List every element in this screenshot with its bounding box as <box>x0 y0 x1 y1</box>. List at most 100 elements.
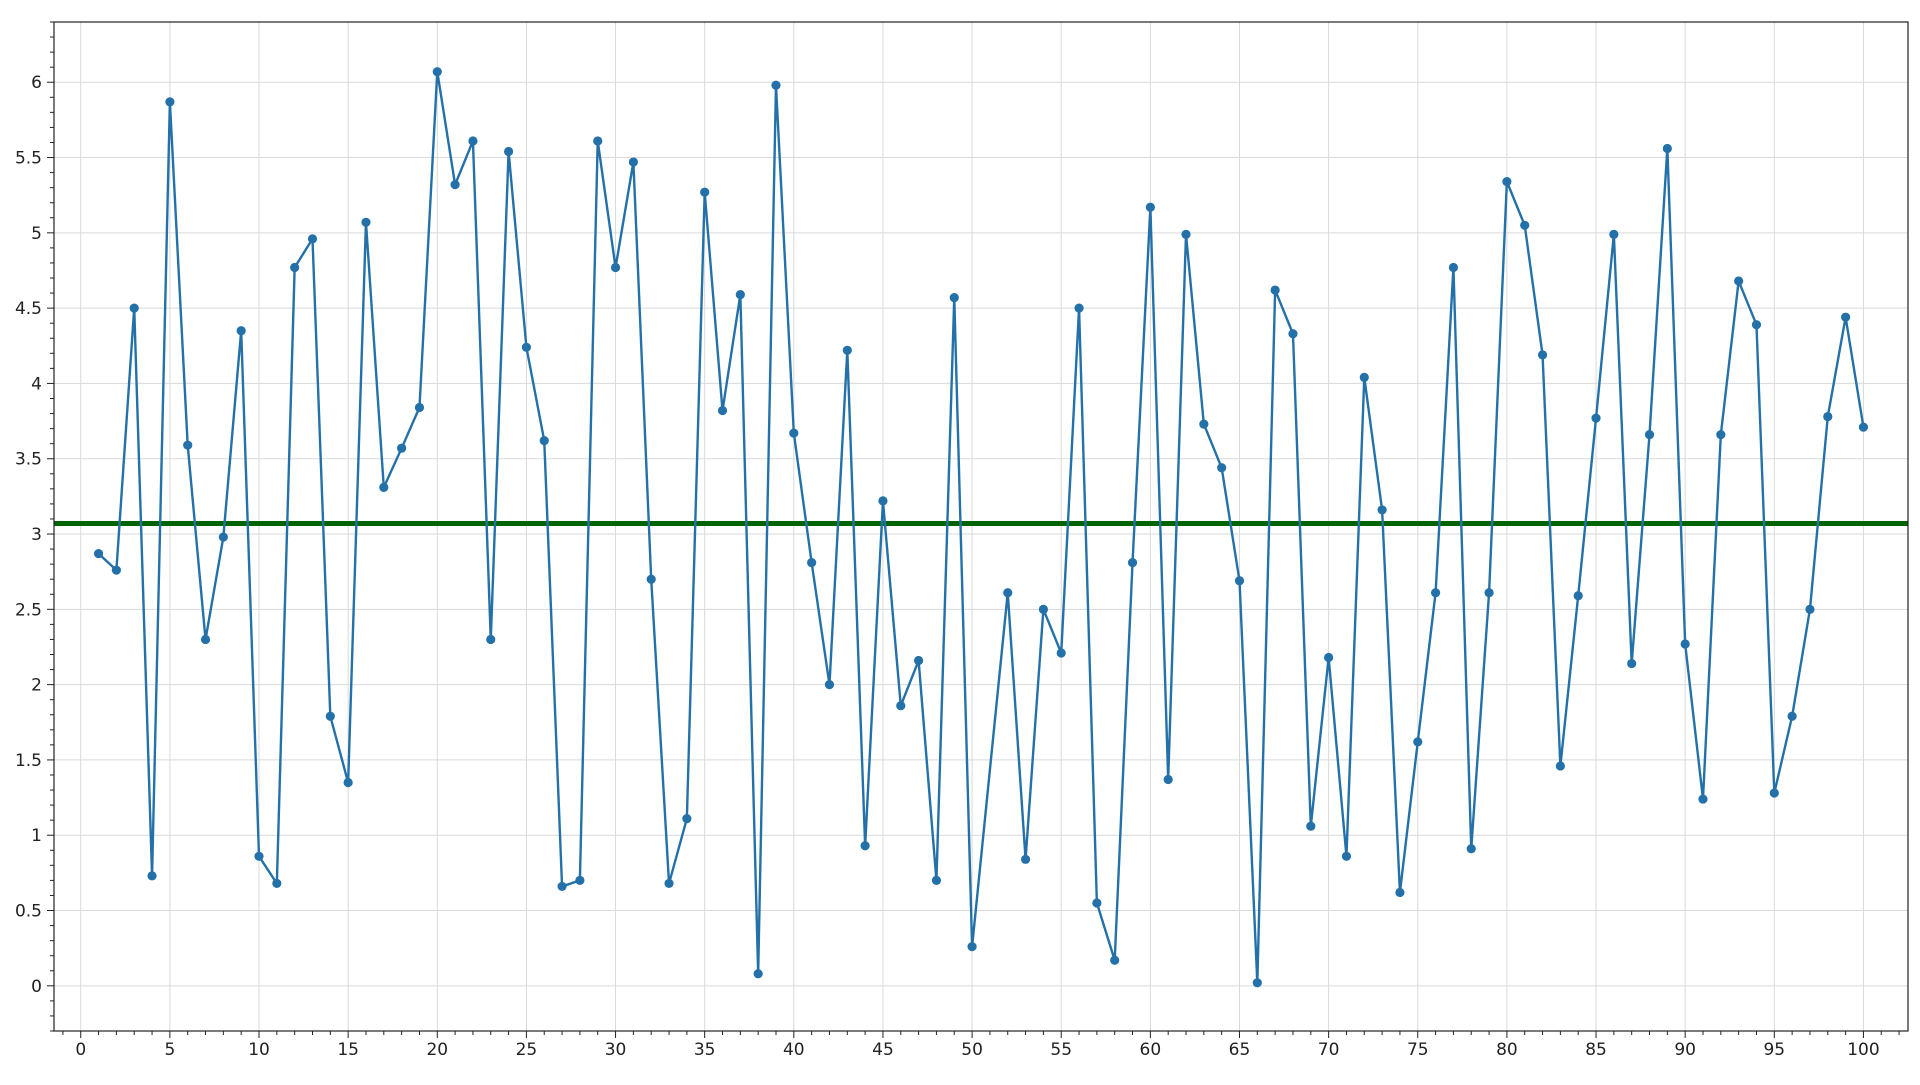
data-point <box>343 777 353 788</box>
data-point <box>1698 794 1708 804</box>
data-point <box>1627 658 1637 669</box>
data-point <box>1644 430 1655 440</box>
data-point <box>593 136 603 146</box>
data-point <box>1217 463 1227 473</box>
x-tick-label: 20 <box>426 1040 448 1060</box>
data-point <box>1662 143 1672 154</box>
axes: 0 5 10 15 20 25 30 35 40 45 50 55 60 65 70 75 80 85 90 95 10… <box>15 21 1900 1060</box>
data-point <box>1341 851 1352 861</box>
data-point <box>218 532 228 542</box>
data-point <box>1056 648 1066 658</box>
data-point <box>307 234 318 244</box>
y-tick-label: 4.5 <box>15 299 42 319</box>
x-tick-label: 10 <box>248 1040 270 1060</box>
data-point <box>1127 558 1138 568</box>
data-point <box>1413 737 1423 747</box>
y-tick-label: 3.5 <box>15 450 42 470</box>
data-point <box>1145 202 1155 212</box>
data-point <box>521 342 532 352</box>
x-tick-label: 30 <box>605 1040 627 1060</box>
data-point <box>1609 229 1619 239</box>
series-line <box>97 70 1865 985</box>
data-point <box>664 878 674 889</box>
data-point <box>1377 505 1387 515</box>
data-point <box>432 67 442 77</box>
data-point <box>1769 788 1779 798</box>
data-point <box>1591 413 1601 423</box>
data-point <box>860 841 870 851</box>
x-tick-label: 90 <box>1674 1040 1696 1060</box>
data-point <box>1395 887 1405 898</box>
data-point <box>1502 177 1512 187</box>
data-point <box>575 875 585 886</box>
data-point <box>1234 576 1245 586</box>
data-point <box>628 157 638 167</box>
data-point <box>1573 591 1583 601</box>
y-tick-label: 1.5 <box>15 751 42 771</box>
data-point <box>129 303 139 313</box>
data-point <box>824 680 835 690</box>
y-tick-label: 5.5 <box>15 149 42 169</box>
x-tick-label: 60 <box>1140 1040 1162 1060</box>
data-point <box>272 878 282 889</box>
y-tick-label: 6 <box>31 73 42 93</box>
data-point <box>325 711 335 721</box>
x-tick-label: 100 <box>1847 1040 1879 1060</box>
data-point <box>717 405 728 416</box>
data-point <box>914 655 924 666</box>
data-point <box>486 634 496 645</box>
series-layer <box>93 67 1869 988</box>
data-point <box>896 701 906 711</box>
data-point <box>1306 821 1316 831</box>
data-point <box>1466 844 1476 854</box>
data-point <box>646 574 656 584</box>
data-point <box>236 326 246 336</box>
y-tick-label: 4 <box>31 374 42 394</box>
x-tick-label: 70 <box>1318 1040 1340 1060</box>
plot-frame <box>53 21 1909 1032</box>
data-point <box>1841 312 1851 322</box>
data-point <box>503 146 514 157</box>
y-tick-label: 1 <box>31 826 42 846</box>
data-point <box>967 942 977 952</box>
y-tick-label: 5 <box>31 224 42 244</box>
data-point <box>1734 276 1744 286</box>
data-point <box>878 496 888 506</box>
data-point <box>147 871 157 881</box>
data-point <box>789 428 799 438</box>
x-tick-label: 45 <box>872 1040 894 1060</box>
data-point <box>949 292 959 303</box>
data-point <box>931 875 942 886</box>
data-point <box>1430 588 1441 598</box>
data-point <box>1537 350 1548 360</box>
data-point <box>1199 419 1209 429</box>
data-point <box>468 136 478 146</box>
data-point <box>1555 761 1565 771</box>
data-point <box>361 217 371 227</box>
data-point <box>1074 303 1084 313</box>
data-point <box>753 969 763 979</box>
x-tick-label: 95 <box>1763 1040 1785 1060</box>
data-point <box>1110 955 1120 965</box>
data-point <box>1092 898 1102 908</box>
data-point <box>93 549 104 559</box>
data-point <box>1448 262 1459 273</box>
data-point <box>1288 329 1298 339</box>
data-point <box>771 80 781 90</box>
data-point <box>254 851 264 861</box>
y-tick-label: 2.5 <box>15 600 42 620</box>
data-point <box>1252 978 1262 988</box>
data-point <box>1181 229 1191 239</box>
x-tick-label: 55 <box>1050 1040 1072 1060</box>
data-point <box>1823 411 1833 422</box>
data-point <box>1858 422 1869 432</box>
data-point <box>610 262 621 273</box>
x-tick-label: 5 <box>164 1040 175 1060</box>
data-point <box>557 881 567 892</box>
data-point <box>807 558 817 568</box>
data-point <box>450 180 460 190</box>
x-tick-label: 85 <box>1585 1040 1607 1060</box>
x-tick-label: 35 <box>694 1040 716 1060</box>
